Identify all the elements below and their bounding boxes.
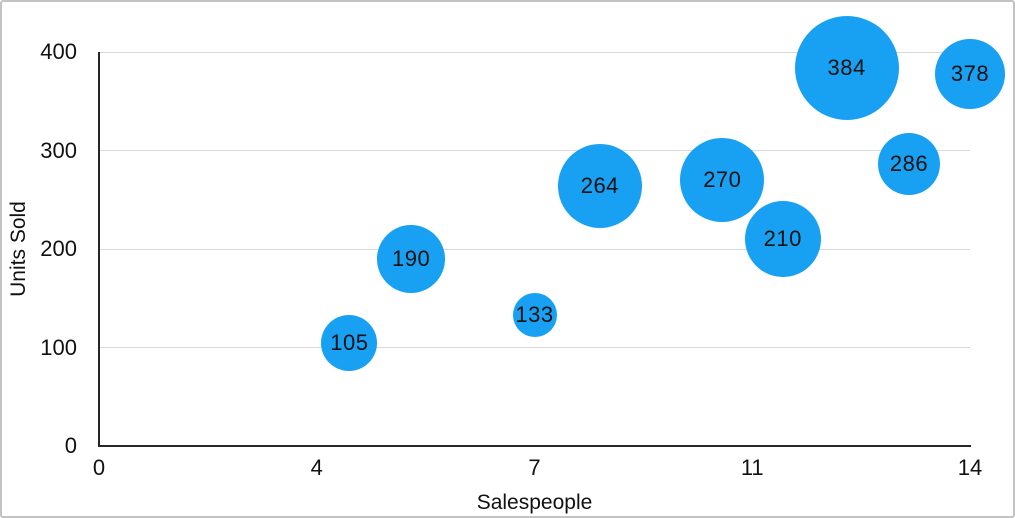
bubble-value-label: 264 bbox=[580, 172, 619, 198]
y-axis-line bbox=[98, 52, 100, 447]
bubble-value-label: 270 bbox=[703, 167, 742, 193]
y-axis-tick-label-0: 0 bbox=[64, 433, 77, 458]
y-axis-tick-label-100: 100 bbox=[40, 334, 77, 360]
bubble-value-label: 210 bbox=[763, 226, 802, 252]
y-gridline-100 bbox=[99, 347, 970, 348]
x-axis-title: Salespeople bbox=[476, 491, 593, 514]
bubble-270: 270 bbox=[680, 138, 765, 223]
bubble-190: 190 bbox=[377, 224, 446, 293]
bubble-378: 378 bbox=[935, 38, 1005, 109]
y-gridline-300 bbox=[99, 150, 970, 151]
x-axis-tick-label-11: 11 bbox=[740, 455, 764, 480]
y-axis-tick-label-300: 300 bbox=[40, 137, 77, 163]
y-gridline-200 bbox=[99, 248, 970, 250]
y-gridline-400 bbox=[99, 51, 970, 53]
bubble-286: 286 bbox=[878, 133, 941, 196]
bubble-384: 384 bbox=[794, 15, 899, 120]
bubble-value-label: 133 bbox=[515, 301, 554, 327]
bubble-133: 133 bbox=[512, 292, 557, 337]
x-axis-tick-label-14: 14 bbox=[957, 455, 983, 480]
bubble-value-label: 384 bbox=[827, 54, 866, 80]
x-axis-tick-label-7: 7 bbox=[528, 455, 541, 480]
bubble-value-label: 190 bbox=[391, 245, 431, 271]
bubble-264: 264 bbox=[557, 143, 642, 228]
y-axis-title: Units Sold bbox=[7, 201, 30, 297]
bubble-105: 105 bbox=[321, 314, 378, 371]
y-axis-tick-label-200: 200 bbox=[40, 236, 77, 261]
x-axis-tick-label-4: 4 bbox=[310, 455, 323, 480]
bubble-value-label: 286 bbox=[889, 151, 929, 177]
bubble-210: 210 bbox=[744, 201, 821, 278]
bubble-value-label: 378 bbox=[950, 60, 990, 86]
bubble-value-label: 105 bbox=[330, 329, 369, 355]
x-axis-tick-label-0: 0 bbox=[92, 455, 106, 480]
y-axis-tick-label-400: 400 bbox=[40, 39, 77, 64]
x-axis-line bbox=[98, 445, 971, 447]
